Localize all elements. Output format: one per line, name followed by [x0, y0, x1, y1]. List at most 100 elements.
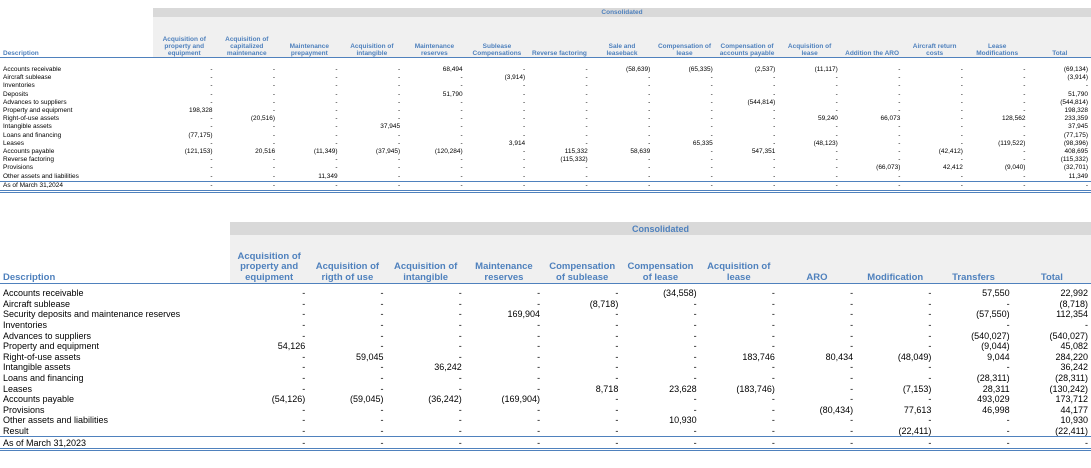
cell-value: - — [960, 172, 963, 180]
column-header: Acquisition of property and equipment — [153, 17, 216, 58]
cell-value: - — [771, 309, 775, 320]
table-row: Intangible assets - - 36,242 - - - - - - - 36,242 — [0, 362, 1091, 373]
table-row: Advances to suppliers - - - - - - - - - (540,027) (… — [0, 330, 1091, 341]
cell-value: (183,746) — [736, 383, 775, 394]
cell-value: - — [693, 426, 697, 437]
cell-value: - — [773, 74, 776, 82]
cell-value: 233,359 — [1064, 115, 1089, 123]
cell-value: - — [835, 74, 838, 82]
row-label: Inventories — [3, 320, 48, 331]
cell-value: - — [898, 123, 901, 131]
table-row: Leases - - - - 8,718 23,628 (183,746) - (7,153) 28… — [0, 383, 1091, 394]
cell-value: - — [960, 156, 963, 164]
cell-value: - — [458, 404, 462, 415]
cell-value: (22,411) — [1055, 426, 1089, 437]
row-label: Right-of-use assets — [3, 115, 59, 123]
cell-value: 169,904 — [507, 309, 541, 320]
cell-value: - — [773, 82, 776, 90]
cell-value: - — [460, 115, 463, 123]
cell-value: (80,434) — [819, 404, 854, 415]
cell-value: - — [590, 180, 654, 193]
table-row: Result - - - - - - - - (22,411) - (22,411) — [0, 426, 1091, 437]
cell-value: - — [523, 82, 526, 90]
cell-value: - — [615, 309, 619, 320]
row-label: Loans and financing — [3, 131, 62, 139]
cell-value: - — [302, 373, 306, 384]
cell-value: - — [340, 180, 404, 193]
cell-value: - — [615, 415, 619, 426]
cell-value: 198,328 — [189, 107, 213, 115]
row-label: Advances to suppliers — [3, 98, 67, 106]
cell-value: - — [585, 131, 588, 139]
cell-value: (65,335) — [688, 66, 713, 74]
cell-value: - — [1023, 82, 1026, 90]
cell-value: - — [928, 415, 932, 426]
cell-value: - — [898, 98, 901, 106]
cell-value: - — [771, 288, 775, 299]
cell-value: (48,049) — [897, 351, 932, 362]
column-header: Lease Modifications — [965, 17, 1029, 58]
cell-value: - — [615, 341, 619, 352]
cell-value: - — [777, 436, 857, 451]
cell-value: - — [648, 74, 651, 82]
cell-value: 10,930 — [669, 415, 697, 426]
cell-value: - — [537, 362, 541, 373]
cell-value: - — [960, 82, 963, 90]
cell-value: - — [523, 123, 526, 131]
cell-value: (2,537) — [754, 66, 776, 74]
cell-value: (20,516) — [250, 115, 276, 123]
spacer — [0, 222, 230, 235]
cell-value: - — [710, 147, 713, 155]
cell-value: - — [960, 66, 963, 74]
cell-value: - — [335, 98, 338, 106]
cell-value: - — [335, 107, 338, 115]
spacer-row — [0, 58, 1091, 67]
cell-value: - — [302, 362, 306, 373]
cell-value: - — [397, 156, 401, 164]
cell-value: - — [928, 394, 932, 405]
cell-value: 37,945 — [380, 123, 401, 131]
cell-value: - — [272, 164, 276, 172]
row-label: Inventories — [3, 82, 35, 90]
cell-value: - — [710, 115, 713, 123]
cell-value: - — [710, 98, 713, 106]
cell-value: - — [272, 66, 276, 74]
cell-value: - — [458, 330, 462, 341]
column-header: Sale and leaseback — [590, 17, 654, 58]
cell-value: - — [898, 82, 901, 90]
row-label: Accounts payable — [3, 394, 75, 405]
cell-value: - — [778, 180, 841, 193]
cell-value: - — [835, 131, 838, 139]
cell-value: (54,126) — [271, 394, 306, 405]
cell-value: - — [537, 404, 541, 415]
cell-value: - — [771, 320, 775, 331]
cell-value: (119,522) — [998, 139, 1026, 147]
column-header: Compensation of sublease — [543, 235, 622, 284]
column-header: Maintenance reserves — [464, 235, 544, 284]
cell-value: - — [710, 172, 713, 180]
table-2023: Consolidated Description Acquisition of pr… — [0, 222, 1091, 451]
cell-value: - — [615, 404, 619, 415]
cell-value: - — [648, 164, 651, 172]
cell-value: - — [1023, 66, 1026, 74]
cell-value: - — [585, 74, 588, 82]
cell-value: - — [850, 426, 854, 437]
cell-value: 493,029 — [977, 394, 1010, 405]
cell-value: - — [335, 123, 338, 131]
table-row: Aircraft sublease - - - - (8,718) - - - - - (8,718) — [0, 299, 1091, 310]
table-row: Accounts receivable - - - - - (34,558) - - - 57,55… — [0, 288, 1091, 299]
cell-value: - — [1023, 90, 1026, 98]
cell-value: 9,044 — [987, 351, 1010, 362]
cell-value: - — [537, 351, 541, 362]
cell-value: - — [458, 383, 462, 394]
cell-value: - — [693, 394, 697, 405]
cell-value: - — [773, 115, 776, 123]
cell-value: - — [397, 90, 401, 98]
cell-value: - — [773, 107, 776, 115]
cell-value: - — [615, 394, 619, 405]
cell-value: - — [460, 82, 463, 90]
cell-value: - — [523, 107, 526, 115]
cell-value: - — [1023, 98, 1026, 106]
column-header: Total — [1028, 17, 1091, 58]
